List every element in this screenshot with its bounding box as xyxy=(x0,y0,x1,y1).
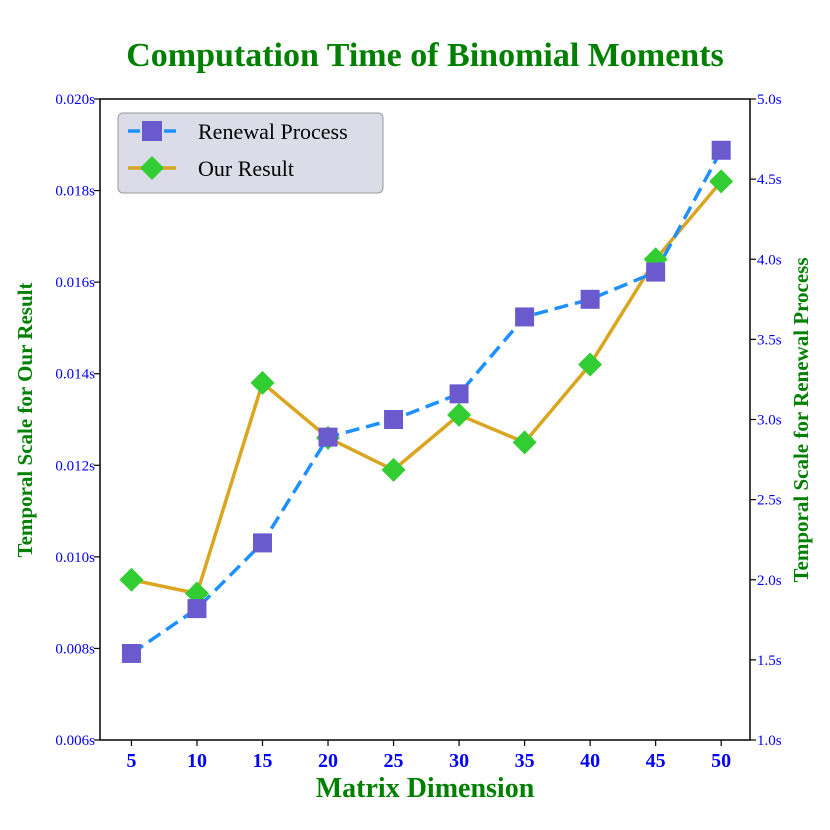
right-tick-label: 4.0s xyxy=(757,252,782,268)
x-tick-label: 30 xyxy=(449,750,469,772)
left-tick-label: 0.006s xyxy=(55,733,95,749)
plot-frame xyxy=(99,98,751,741)
ourresult-marker xyxy=(709,169,734,194)
x-axis-label: Matrix Dimension xyxy=(316,773,535,804)
x-tick-label: 35 xyxy=(515,750,535,772)
left-tick-label: 0.010s xyxy=(55,550,95,566)
left-tick-label: 0.014s xyxy=(55,367,95,383)
ourresult-marker xyxy=(381,457,406,482)
left-tick-label: 0.016s xyxy=(55,275,95,291)
ourresult-marker xyxy=(250,370,275,395)
chart-title: Computation Time of Binomial Moments xyxy=(126,37,724,74)
legend-renewal-marker xyxy=(142,121,162,141)
renewal-marker xyxy=(449,384,469,404)
left-axis: 0.006s 0.008s 0.010s 0.012s 0.014s 0.016s 0.01… xyxy=(55,92,100,749)
left-tick-label: 0.020s xyxy=(55,92,95,108)
renewal-marker xyxy=(515,307,535,327)
renewal-marker xyxy=(711,140,731,160)
renewal-marker xyxy=(121,643,141,663)
right-tick-label: 5.0s xyxy=(757,92,782,108)
x-tick-label: 10 xyxy=(187,750,207,772)
left-tick-label: 0.018s xyxy=(55,184,95,200)
renewal-line xyxy=(130,149,723,655)
ourresult-marker xyxy=(119,567,144,592)
legend: Renewal Process Our Result xyxy=(117,112,384,194)
ourresult-marker xyxy=(447,402,472,427)
x-tick-label: 20 xyxy=(318,750,338,772)
legend-ourresult-label: Our Result xyxy=(198,156,294,181)
x-tick-label: 50 xyxy=(711,750,731,772)
x-tick-label: 45 xyxy=(646,750,666,772)
renewal-marker xyxy=(384,410,404,429)
right-tick-label: 1.0s xyxy=(757,733,782,749)
x-tick-label: 40 xyxy=(580,750,600,772)
renewal-marker xyxy=(187,599,207,619)
renewal-marker xyxy=(253,533,272,553)
right-tick-label: 2.0s xyxy=(757,573,782,589)
x-tick-label: 15 xyxy=(253,750,273,772)
series-layer xyxy=(119,140,734,663)
x-tick-label: 5 xyxy=(126,750,136,772)
renewal-marker xyxy=(646,262,666,282)
renewal-marker xyxy=(580,289,600,309)
right-tick-label: 3.0s xyxy=(757,413,782,429)
ourresult-marker xyxy=(512,430,537,455)
renewal-marker xyxy=(318,427,338,447)
legend-box xyxy=(117,112,384,194)
y-axis-label-right: Temporal Scale for Renewal Process xyxy=(789,257,813,582)
right-tick-label: 2.5s xyxy=(757,493,782,509)
legend-ourresult-marker xyxy=(140,156,164,180)
left-tick-label: 0.008s xyxy=(55,641,95,657)
right-axis: 1.0s 1.5s 2.0s 2.5s 3.0s 3.5s 4.0s 4.5s 5.0s xyxy=(750,92,782,749)
legend-renewal-label: Renewal Process xyxy=(198,119,348,144)
x-tick-label: 25 xyxy=(384,750,404,772)
right-tick-label: 1.5s xyxy=(757,653,782,669)
left-tick-label: 0.012s xyxy=(55,458,95,474)
x-axis: 5 10 15 20 25 30 35 40 45 50 xyxy=(126,740,731,772)
right-tick-label: 4.5s xyxy=(757,172,782,188)
ourresult-line xyxy=(131,180,723,596)
y-axis-label-left: Temporal Scale for Our Result xyxy=(13,283,37,558)
right-tick-label: 3.5s xyxy=(757,332,782,348)
ourresult-marker xyxy=(578,352,603,377)
